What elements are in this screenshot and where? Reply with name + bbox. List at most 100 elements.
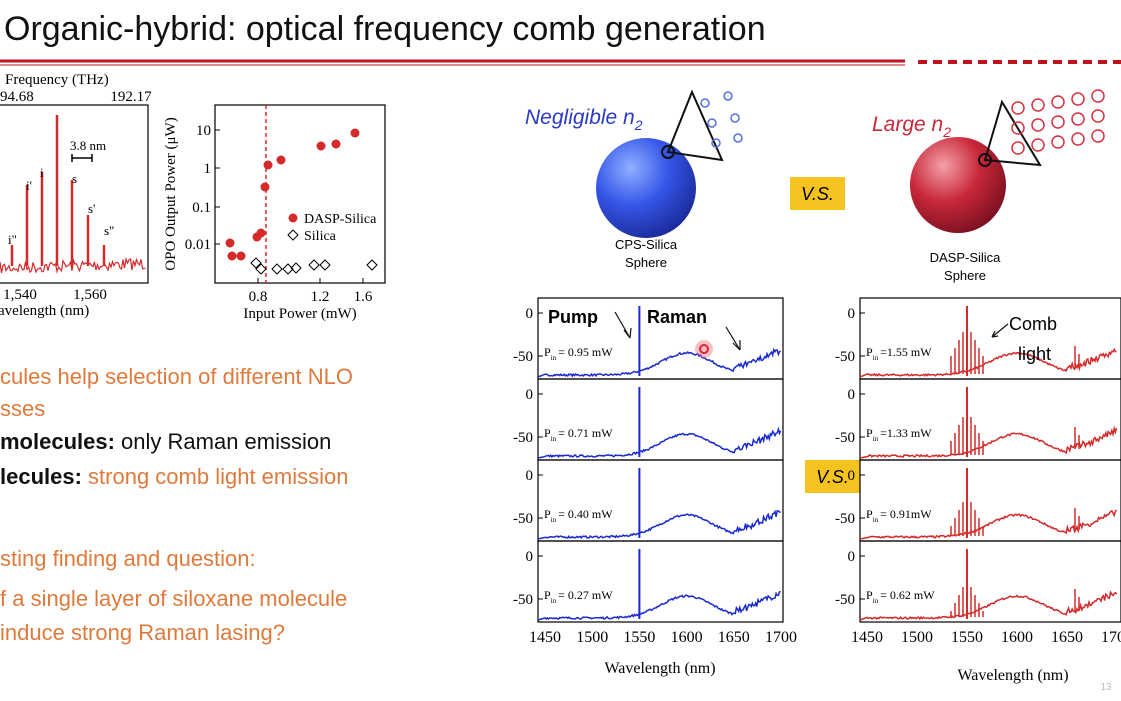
power-label: Pin = 0.71 mW [544,426,613,443]
bullet-line: lecules: strong comb light emission [0,464,349,489]
silica-point [255,263,267,275]
spectrum-trace [537,426,782,459]
label: 0.8 [249,289,268,305]
bullet-segment: only Raman emission [115,429,331,454]
power-label: Pin =1.55 mW [866,345,932,362]
label: 1500 [901,629,933,646]
label: DASP-Silica [930,250,1002,265]
label: Silica [304,229,337,244]
p-value: = 0.91mW [880,507,932,521]
label: Raman [647,307,707,327]
silica-point [366,259,378,271]
p-sub: in [551,435,557,443]
p-value: = 0.71 mW [558,426,613,440]
probe [666,89,724,162]
label: V.S. [801,184,834,204]
label: 192.17 [110,89,152,105]
label: i" [8,232,17,247]
silica-point [319,259,331,271]
legend-marker [287,229,299,241]
bullet-line: sses [0,396,45,421]
label: 1 [204,161,212,177]
molecule-ring [1011,141,1025,155]
spectrum-trace [859,509,1118,540]
p: P [866,426,873,440]
bullet-line: f a single layer of siloxane molecule [0,586,347,611]
label: light [1018,344,1051,364]
molecule-ring [1091,129,1105,143]
label: -50 [835,511,855,527]
dasp-point [276,155,286,165]
label: CPS-Silica [615,237,678,252]
bullet-line: molecules: only Raman emission [0,429,331,454]
label: i' [26,178,32,193]
p: P [866,588,873,602]
dasp-point [236,251,246,261]
label: 1700 [1101,629,1121,646]
label: 1700 [765,629,797,646]
label: -50 [513,430,533,446]
p-sub: in [873,597,879,605]
p-sub: in [873,354,879,362]
p-sub: in [873,435,879,443]
label: -50 [513,592,533,608]
label: 1,560 [73,287,107,303]
vs-box [790,177,845,210]
molecule-ring [711,138,721,148]
dasp-point [225,238,235,248]
sphere [596,138,696,238]
p-sub: in [551,597,557,605]
label: -50 [835,430,855,446]
label: Sphere [625,255,667,270]
label: avelength (nm) [0,303,89,319]
p-value: =1.55 mW [880,345,932,359]
p-value: = 0.27 mW [558,588,613,602]
label: Input Power (mW) [243,306,356,322]
figures: Frequency (THz)94.68 192.17 i" i' i s s' s" 3.8 … [0,72,1121,693]
cursor [695,340,713,358]
label: Wavelength (nm) [957,667,1068,684]
label: 0 [848,468,856,484]
material-label: Large n2 [872,113,951,140]
dasp-point [260,182,270,192]
bullet-segment: lecules: [0,464,82,489]
label: -50 [513,511,533,527]
spectrum-noise [0,256,146,274]
molecule-ring [700,98,710,108]
molecule-ring [1011,101,1025,115]
label: DASP-Silica [304,212,377,227]
molecule-ring [733,133,743,143]
label: Pump [548,307,598,327]
molecule-ring [1031,138,1045,152]
silica-point [290,262,302,274]
bullet-line: cules help selection of different NLO [0,364,353,389]
p: P [544,345,551,359]
label: Comb [1009,314,1057,334]
label: s" [104,223,114,238]
p: P [544,507,551,521]
molecule-ring [1011,121,1025,135]
molecule-ring [1051,95,1065,109]
bullet-segment: sting finding and question: [0,546,256,571]
bullet-segment: cules help selection of different NLO [0,364,353,389]
p-sub: in [551,354,557,362]
arrow [991,323,1009,338]
p-sub: in [873,516,879,524]
label: 3.8 nm [70,138,106,153]
plot-frame [859,540,1121,623]
label: 0 [526,306,534,322]
spectrum-trace [537,347,781,378]
label: 1450 [529,629,561,646]
p: P [866,507,873,521]
molecule-ring [1031,118,1045,132]
label: 1550 [623,629,655,646]
label: 1650 [718,629,750,646]
molecule-ring [730,113,740,123]
label: 10 [196,123,211,139]
power-label: Pin = 0.62 mW [866,588,935,605]
molecule-ring [1051,135,1065,149]
label-main: Large n [872,113,943,136]
label: V.S. [816,467,849,487]
spectrum-trace [859,347,1117,378]
